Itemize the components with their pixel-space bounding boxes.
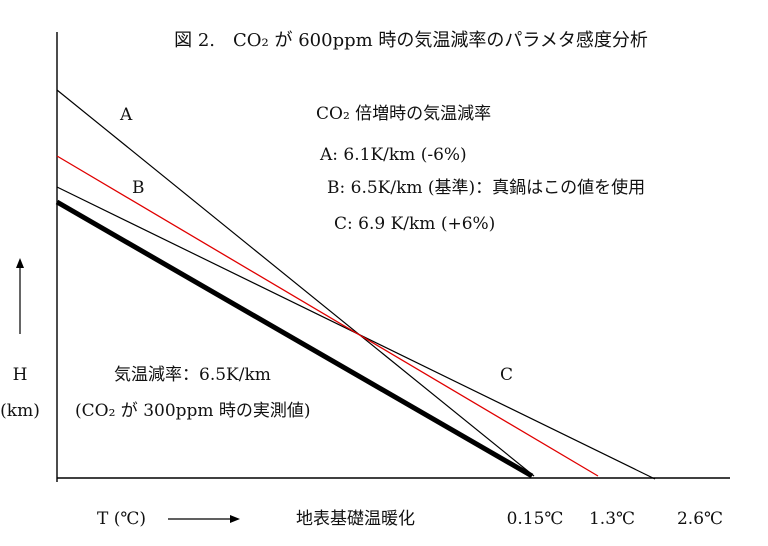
surface-warming-label-1: 0.15℃ — [507, 509, 564, 529]
y-axis-label: H — [13, 365, 28, 385]
y-axis-unit: (km) — [0, 401, 40, 421]
line-baseline-thick — [55, 199, 534, 479]
line-a-label: A — [119, 105, 133, 125]
baseline-label-2: (CO₂ が 300ppm 時の実測値) — [75, 401, 311, 421]
legend-heading: CO₂ 倍増時の気温減率 — [316, 104, 491, 124]
line-a — [56, 89, 535, 477]
line-c-label: C — [500, 365, 513, 385]
y-arrow-head — [16, 258, 24, 268]
legend-item-a: A: 6.1K/km (-6%) — [319, 145, 467, 165]
legend-item-c: C: 6.9 K/km (+6%) — [334, 214, 495, 234]
legend-item-b: B: 6.5K/km (基準)：真鍋はこの値を使用 — [327, 177, 645, 198]
x-axis-label: T (℃) — [97, 509, 146, 529]
line-b-red — [56, 155, 599, 477]
figure-title: 図 2. CO₂ が 600ppm 時の気温減率のパラメタ感度分析 — [174, 30, 648, 51]
x-axis-note: 地表基礎温暖化 — [296, 509, 415, 529]
surface-warming-label-2: 1.3℃ — [589, 509, 635, 529]
line-b-label: B — [132, 178, 145, 198]
x-arrow-head — [230, 515, 240, 523]
surface-warming-label-3: 2.6℃ — [677, 509, 723, 529]
baseline-label-1: 気温減率：6.5K/km — [114, 365, 271, 385]
